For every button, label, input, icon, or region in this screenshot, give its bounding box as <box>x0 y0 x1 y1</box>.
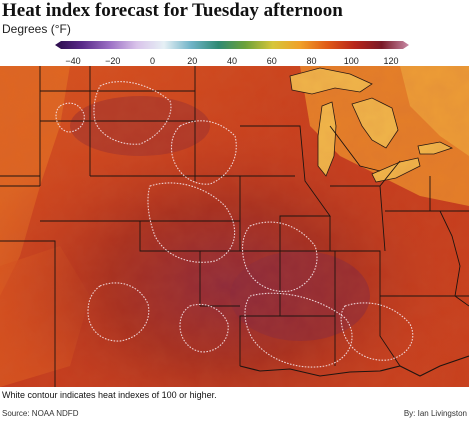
contour-4 <box>241 221 318 292</box>
legend-tick-label: 80 <box>306 56 316 66</box>
color-legend: −40 −20 0 20 40 60 80 100 120 <box>55 40 415 66</box>
contour-3 <box>147 182 236 263</box>
map-svg <box>0 66 469 387</box>
page-title: Heat index forecast for Tuesday afternoo… <box>2 0 343 21</box>
source-credit: Source: NOAA NDFD <box>2 409 79 418</box>
legend-tick-label: 20 <box>187 56 197 66</box>
heat-index-map <box>0 66 469 387</box>
legend-tick-label: −40 <box>65 56 80 66</box>
contour-6 <box>340 302 414 361</box>
legend-tick-label: −20 <box>105 56 120 66</box>
legend-tick-label: 60 <box>267 56 277 66</box>
author-byline: By: Ian Livingston <box>403 409 467 418</box>
map-footnote: White contour indicates heat indexes of … <box>2 390 217 400</box>
heat-field-texture <box>0 66 469 387</box>
state-borders <box>0 66 469 387</box>
legend-svg: −40 −20 0 20 40 60 80 100 120 <box>55 41 409 66</box>
legend-ticks: −40 −20 0 20 40 60 80 100 120 <box>65 56 398 66</box>
coast-outline <box>239 355 469 377</box>
contour-1 <box>93 81 172 145</box>
legend-color-bar <box>55 41 409 49</box>
legend-tick-label: 100 <box>344 56 359 66</box>
contour-5 <box>244 292 353 368</box>
contour-2 <box>170 120 237 185</box>
contour-8 <box>55 102 85 133</box>
legend-unit-label: Degrees (°F) <box>2 22 71 36</box>
border-lines <box>0 66 469 387</box>
heat-100-contours <box>55 81 414 368</box>
legend-tick-label: 40 <box>227 56 237 66</box>
east-coast <box>439 210 469 307</box>
contour-7 <box>87 282 150 342</box>
legend-tick-label: 120 <box>383 56 398 66</box>
legend-tick-label: 0 <box>150 56 155 66</box>
